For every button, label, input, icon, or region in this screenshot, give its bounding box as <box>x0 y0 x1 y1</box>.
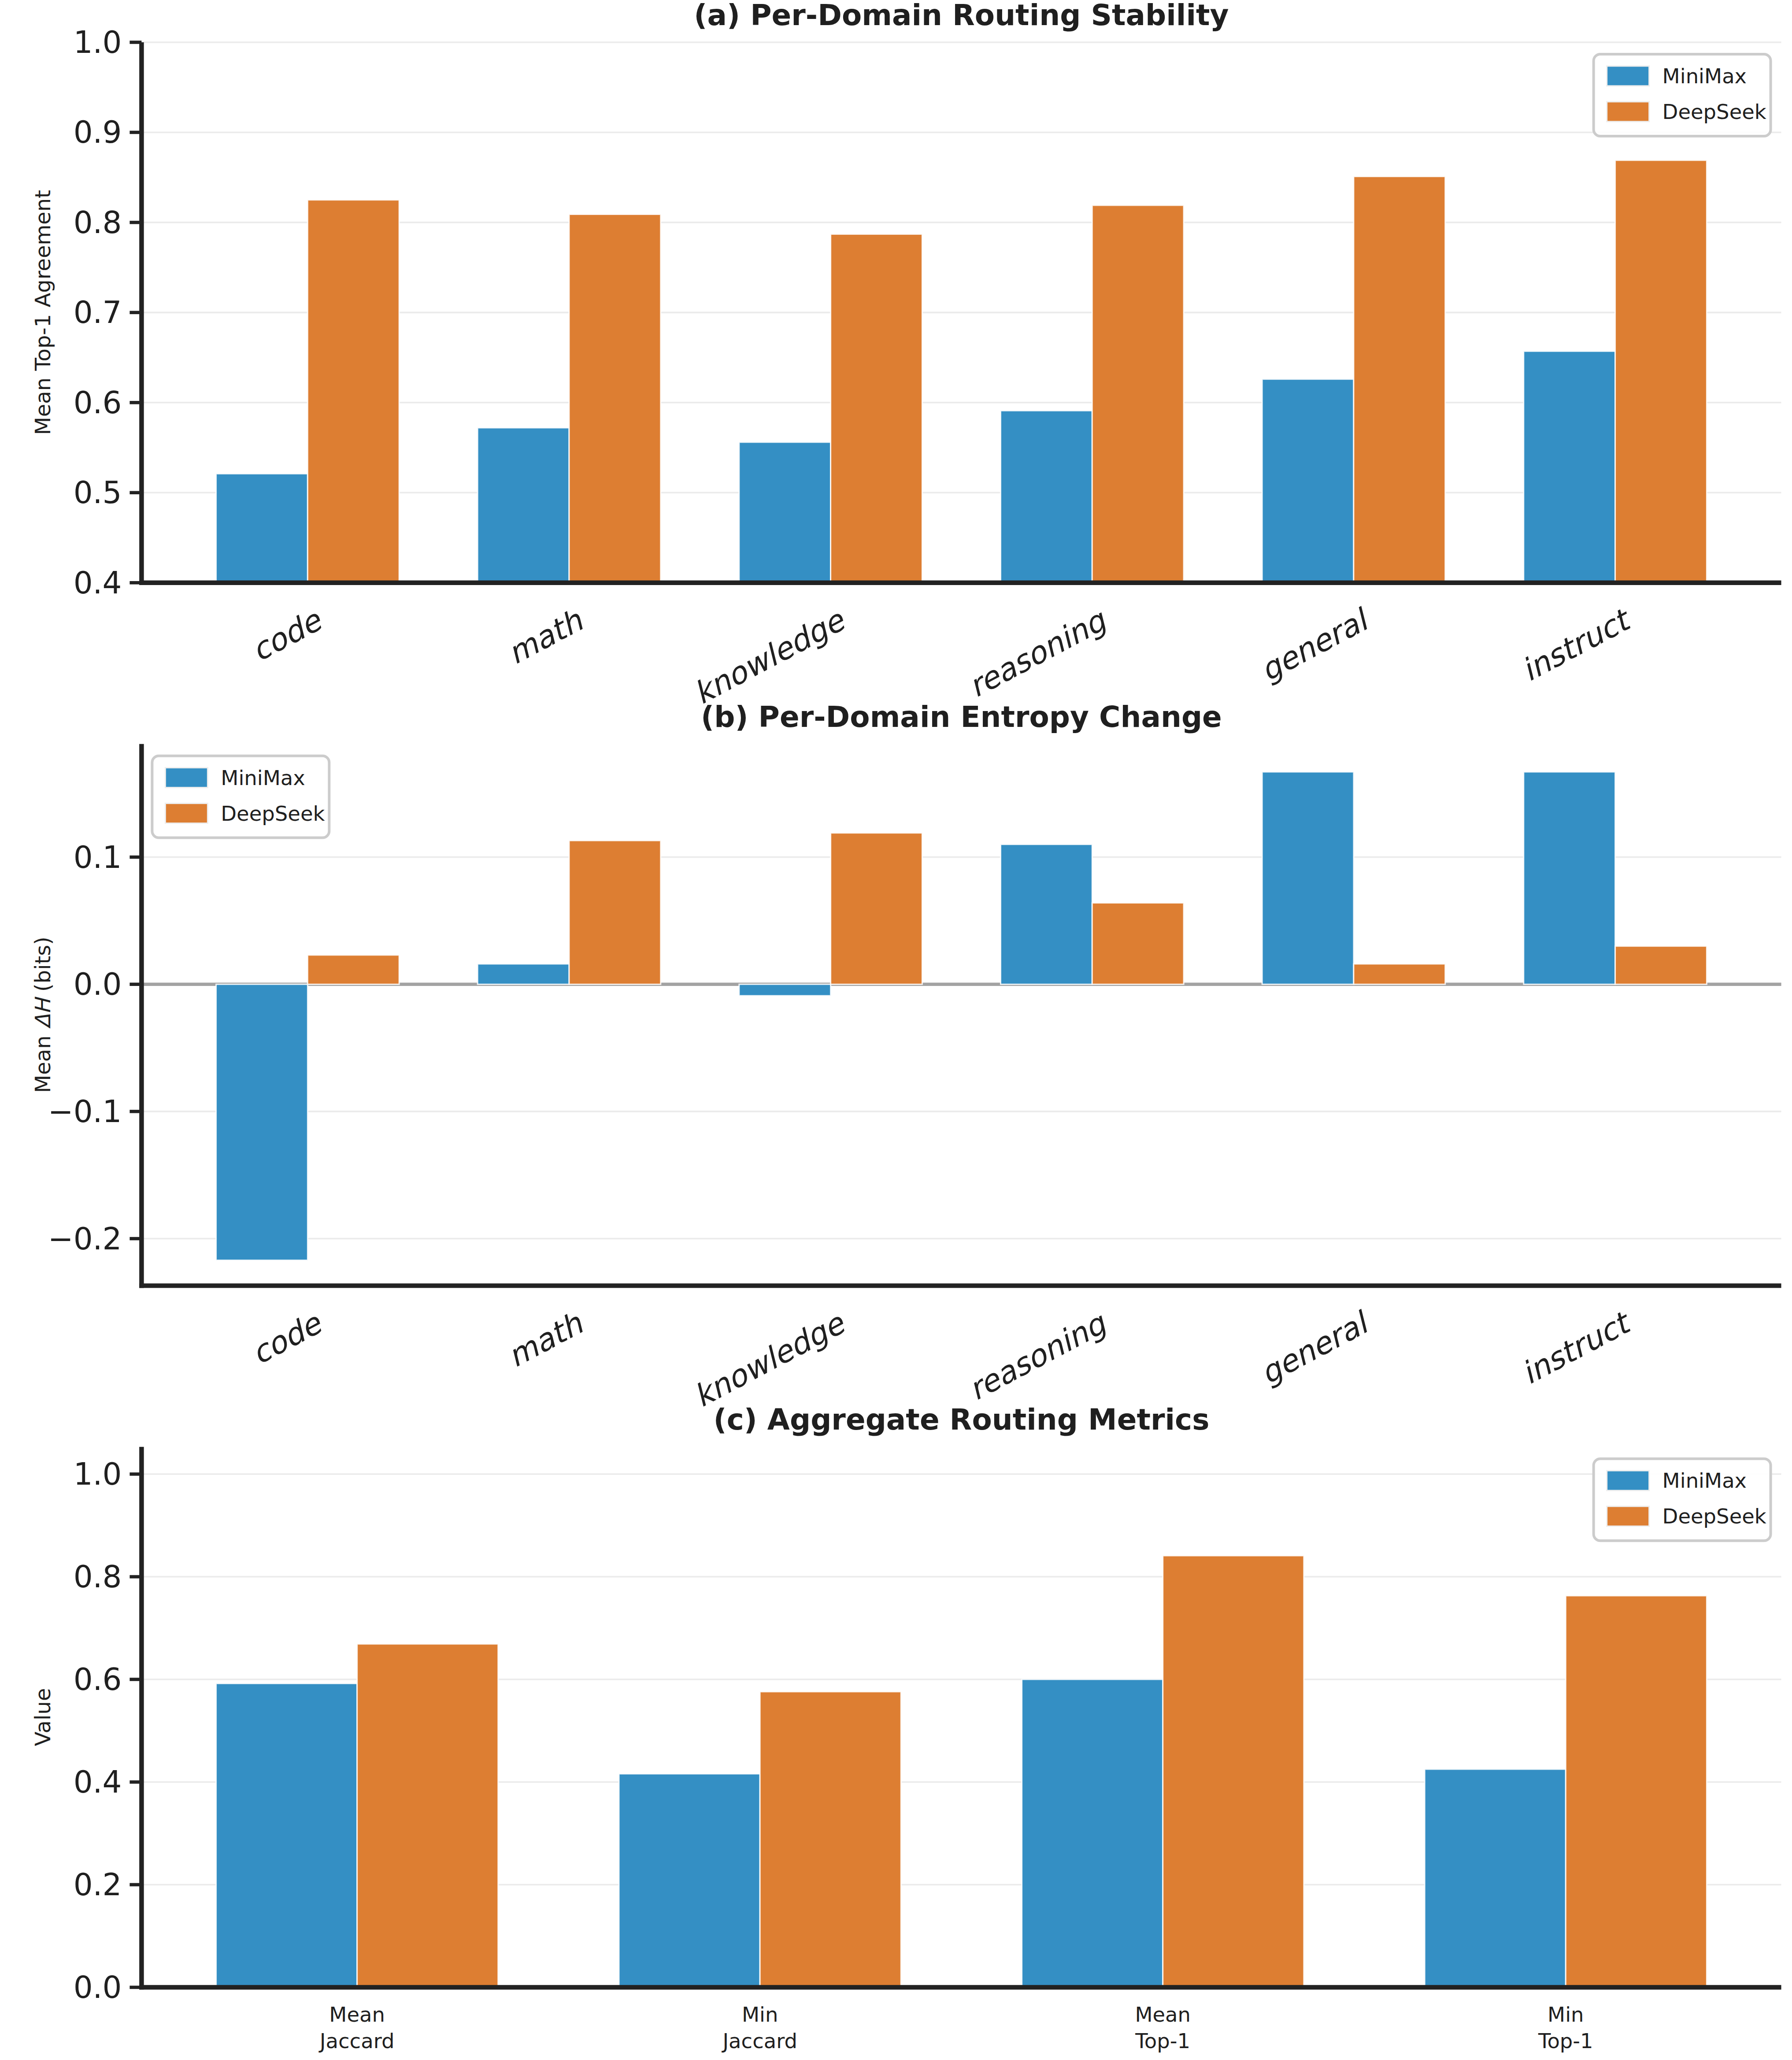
x-tick-label-min-top-1: Top-1 <box>1538 2029 1593 2053</box>
x-tick-label-mean-jaccard: Jaccard <box>318 2029 395 2053</box>
legend-label-deepseek: DeepSeek <box>1662 100 1766 124</box>
figure-page: 0.4 0.5 0.6 0.7 0.8 0.9 1.0 code math knowledge re… <box>0 0 1792 2060</box>
x-tick-label-code: code <box>245 602 328 668</box>
x-tick-label-math: math <box>502 1305 589 1374</box>
x-tick-label-reasoning: reasoning <box>963 1305 1113 1407</box>
legend-label-minimax: MiniMax <box>221 766 305 790</box>
y-tick-label: 0.5 <box>74 475 122 510</box>
figure-canvas: 0.4 0.5 0.6 0.7 0.8 0.9 1.0 code math knowledge re… <box>0 0 1792 2060</box>
bar-deepseek-general <box>1354 964 1445 984</box>
y-tick-label: 0.1 <box>74 840 122 875</box>
bar-deepseek-mean-jaccard <box>357 1644 498 1987</box>
legend-swatch-deepseek <box>1607 1506 1649 1526</box>
bar-deepseek-code <box>307 955 399 984</box>
y-axis-label-b: Mean ΔH (bits) <box>30 937 55 1093</box>
bar-minimax-knowledge <box>739 442 831 583</box>
bar-deepseek-min-jaccard <box>760 1692 901 1987</box>
x-tick-label-min-jaccard: Jaccard <box>721 2029 797 2053</box>
chart-title-a: (a) Per-Domain Routing Stability <box>694 0 1229 32</box>
bar-minimax-reasoning <box>1001 845 1092 985</box>
x-tick-label-knowledge: knowledge <box>688 1305 852 1414</box>
bar-minimax-instruct <box>1524 351 1615 582</box>
bar-deepseek-instruct <box>1615 946 1707 985</box>
bar-deepseek-reasoning <box>1092 205 1184 583</box>
y-tick-label: 1.0 <box>74 1456 122 1492</box>
y-tick-label: 0.8 <box>74 205 122 240</box>
x-tick-label-general: general <box>1254 1304 1375 1391</box>
x-tick-label-mean-top-1: Mean <box>1135 2003 1191 2027</box>
legend-b: MiniMax DeepSeek <box>152 756 329 838</box>
bar-minimax-mean-jaccard <box>216 1683 357 1987</box>
x-tick-label-mean-jaccard: Mean <box>329 2003 385 2027</box>
bar-minimax-code <box>216 984 308 1260</box>
bar-deepseek-math <box>569 214 661 582</box>
y-tick-label: 0.4 <box>74 1764 122 1800</box>
bar-deepseek-math <box>569 841 661 984</box>
y-tick-label: 0.6 <box>74 385 122 420</box>
chart-b: −0.2 −0.1 0.0 0.1 code math knowledge reasoning… <box>30 700 1781 1414</box>
bar-minimax-general <box>1262 772 1354 984</box>
chart-a: 0.4 0.5 0.6 0.7 0.8 0.9 1.0 code math knowledge re… <box>30 0 1781 711</box>
x-tick-label-knowledge: knowledge <box>688 602 852 711</box>
bar-deepseek-code <box>307 200 399 583</box>
legend-c: MiniMax DeepSeek <box>1594 1459 1771 1541</box>
legend-label-deepseek: DeepSeek <box>221 802 325 826</box>
bar-minimax-general <box>1262 379 1354 583</box>
bar-minimax-math <box>478 428 569 583</box>
bar-deepseek-min-top-1 <box>1566 1596 1707 1987</box>
chart-title-c: (c) Aggregate Routing Metrics <box>713 1403 1209 1437</box>
bar-minimax-knowledge <box>739 984 831 996</box>
x-tick-label-min-top-1: Min <box>1548 2003 1584 2027</box>
y-tick-label: 0.0 <box>74 1970 122 2005</box>
legend-label-minimax: MiniMax <box>1662 1469 1747 1493</box>
bar-minimax-mean-top-1 <box>1022 1679 1163 1987</box>
y-tick-label: 0.4 <box>74 565 122 600</box>
x-tick-label-min-jaccard: Min <box>742 2003 778 2027</box>
x-tick-label-mean-top-1: Top-1 <box>1135 2029 1190 2053</box>
y-tick-label: −0.1 <box>48 1094 122 1129</box>
x-tick-label-instruct: instruct <box>1515 601 1637 688</box>
bar-minimax-instruct <box>1524 772 1615 984</box>
bar-deepseek-knowledge <box>831 833 922 985</box>
bar-minimax-math <box>478 964 569 984</box>
legend-swatch-deepseek <box>1607 102 1649 122</box>
bar-deepseek-mean-top-1 <box>1163 1556 1304 1987</box>
y-tick-label: 1.0 <box>74 25 122 60</box>
bar-minimax-reasoning <box>1001 411 1092 583</box>
x-tick-label-math: math <box>502 602 589 671</box>
legend-swatch-minimax <box>165 768 207 788</box>
y-tick-label: 0.2 <box>74 1867 122 1902</box>
y-axis-label-a: Mean Top-1 Agreement <box>30 190 55 435</box>
y-tick-label: 0.7 <box>74 295 122 330</box>
bar-minimax-code <box>216 474 308 582</box>
chart-c: 0.00.20.40.60.81.0MeanJaccardMinJaccardM… <box>30 1403 1781 2053</box>
legend-label-minimax: MiniMax <box>1662 64 1747 88</box>
x-tick-label-reasoning: reasoning <box>963 602 1113 704</box>
y-tick-label: 0.8 <box>74 1559 122 1594</box>
bar-deepseek-instruct <box>1615 160 1707 583</box>
legend-a: MiniMax DeepSeek <box>1594 54 1771 136</box>
y-tick-label: 0.6 <box>74 1662 122 1697</box>
chart-title-b: (b) Per-Domain Entropy Change <box>701 700 1222 734</box>
y-axis-label-c: Value <box>30 1688 55 1746</box>
x-tick-label-general: general <box>1254 601 1375 688</box>
y-tick-label: 0.0 <box>74 967 122 1002</box>
bar-deepseek-general <box>1354 177 1445 583</box>
legend-swatch-minimax <box>1607 66 1649 86</box>
legend-label-deepseek: DeepSeek <box>1662 1504 1766 1528</box>
x-tick-label-instruct: instruct <box>1515 1304 1637 1391</box>
bar-minimax-min-jaccard <box>619 1774 760 1987</box>
x-tick-label-code: code <box>245 1305 328 1371</box>
legend-swatch-minimax <box>1607 1471 1649 1490</box>
legend-swatch-deepseek <box>165 804 207 823</box>
bar-deepseek-reasoning <box>1092 903 1184 984</box>
y-tick-label: −0.2 <box>48 1221 122 1256</box>
bar-deepseek-knowledge <box>831 234 922 582</box>
y-tick-label: 0.9 <box>74 115 122 150</box>
bar-minimax-min-top-1 <box>1425 1769 1566 1987</box>
